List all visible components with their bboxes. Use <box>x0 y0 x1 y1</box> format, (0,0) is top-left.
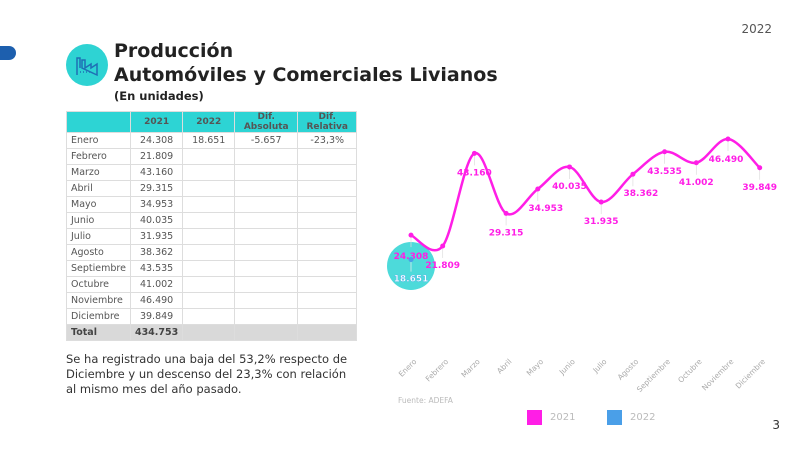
page-subtitle: (En unidades) <box>114 89 204 103</box>
data-point-2021 <box>662 149 668 155</box>
data-label-2021: 29.315 <box>489 228 524 238</box>
source-label: Fuente: ADEFA <box>398 396 453 405</box>
data-point-2021 <box>725 136 731 142</box>
data-label-2021: 34.953 <box>528 204 563 214</box>
table-row: Marzo 43.160 <box>66 164 358 181</box>
table-cell: 434.753 <box>129 324 184 341</box>
x-tick-label: Noviembre <box>700 357 736 393</box>
table-row: Mayo 34.953 <box>66 196 358 213</box>
data-label-2021: 38.362 <box>624 189 659 199</box>
x-tick-label: Julio <box>590 357 608 375</box>
x-tick-label: Diciembre <box>734 357 768 391</box>
data-label-2021: 40.035 <box>552 182 587 192</box>
data-point-2021 <box>535 186 541 192</box>
x-tick-label: Febrero <box>424 357 451 384</box>
column-header: 2022 <box>182 111 236 133</box>
legend-item-2021: 2021 <box>527 410 575 425</box>
data-label-2021: 43.160 <box>457 168 492 178</box>
production-table: 2021 2022 Dif. Absoluta Dif. Relativa Enero… <box>66 111 358 341</box>
table-cell: 24.308 <box>129 132 184 149</box>
section-tab <box>0 46 16 60</box>
x-tick-label: Enero <box>397 357 419 379</box>
table-cell <box>297 324 358 341</box>
data-point-2021 <box>598 199 604 205</box>
table-cell <box>182 324 236 341</box>
x-tick-label: Octubre <box>676 357 704 385</box>
data-label-2021: 24.308 <box>394 252 429 262</box>
data-label-2021: 43.535 <box>647 167 682 177</box>
year-label: 2022 <box>741 22 772 36</box>
factory-icon <box>66 44 108 86</box>
table-row: Octubre 41.002 <box>66 276 358 293</box>
column-header: Dif. Absoluta <box>234 111 299 133</box>
column-header: Dif. Relativa <box>297 111 358 133</box>
data-point-2021 <box>630 171 636 177</box>
table-row: Septiembre 43.535 <box>66 260 358 277</box>
data-point-2021 <box>440 243 446 249</box>
table-row: Agosto 38.362 <box>66 244 358 261</box>
table-cell: 34.953 <box>129 196 184 213</box>
data-point-2021 <box>567 164 572 170</box>
legend-swatch-2022 <box>607 410 622 425</box>
x-tick-label: Junio <box>557 357 577 377</box>
data-label-2021: 41.002 <box>679 178 714 188</box>
data-point-2021 <box>503 210 509 216</box>
x-tick-label: Agosto <box>616 357 641 382</box>
data-label-2021: 21.809 <box>425 261 460 271</box>
data-point-2021 <box>757 165 763 171</box>
x-tick-label: Abril <box>495 357 513 375</box>
series-2021-line <box>410 137 761 252</box>
page-number: 3 <box>772 418 780 432</box>
x-tick-label: Mayo <box>525 357 546 378</box>
summary-note: Se ha registrado una baja del 53,2% resp… <box>66 352 348 396</box>
data-label-2021: 31.935 <box>584 217 619 227</box>
page-title-line2: Automóviles y Comerciales Livianos <box>114 64 498 86</box>
data-point-2021 <box>471 150 477 156</box>
data-label-2021: 39.849 <box>742 183 777 193</box>
x-tick-label: Marzo <box>459 357 482 380</box>
table-row: Abril 29.315 <box>66 180 358 197</box>
legend-item-2022: 2022 <box>607 410 655 425</box>
column-header <box>66 111 131 133</box>
table-cell: Total <box>66 324 131 341</box>
data-point-2022 <box>408 257 414 263</box>
table-cell: 21.809 <box>129 148 184 165</box>
legend-swatch-2021 <box>527 410 542 425</box>
x-tick-label: Septiembre <box>635 357 672 394</box>
data-point-2021 <box>693 160 699 166</box>
page-title: Producción <box>114 40 234 62</box>
total-row: Total 434.753 <box>66 324 358 341</box>
data-point-2021 <box>408 232 414 238</box>
data-label-2022: 18.651 <box>394 275 429 285</box>
table-row: Diciembre 39.849 <box>66 308 358 325</box>
data-label-2021: 46.490 <box>709 155 744 165</box>
